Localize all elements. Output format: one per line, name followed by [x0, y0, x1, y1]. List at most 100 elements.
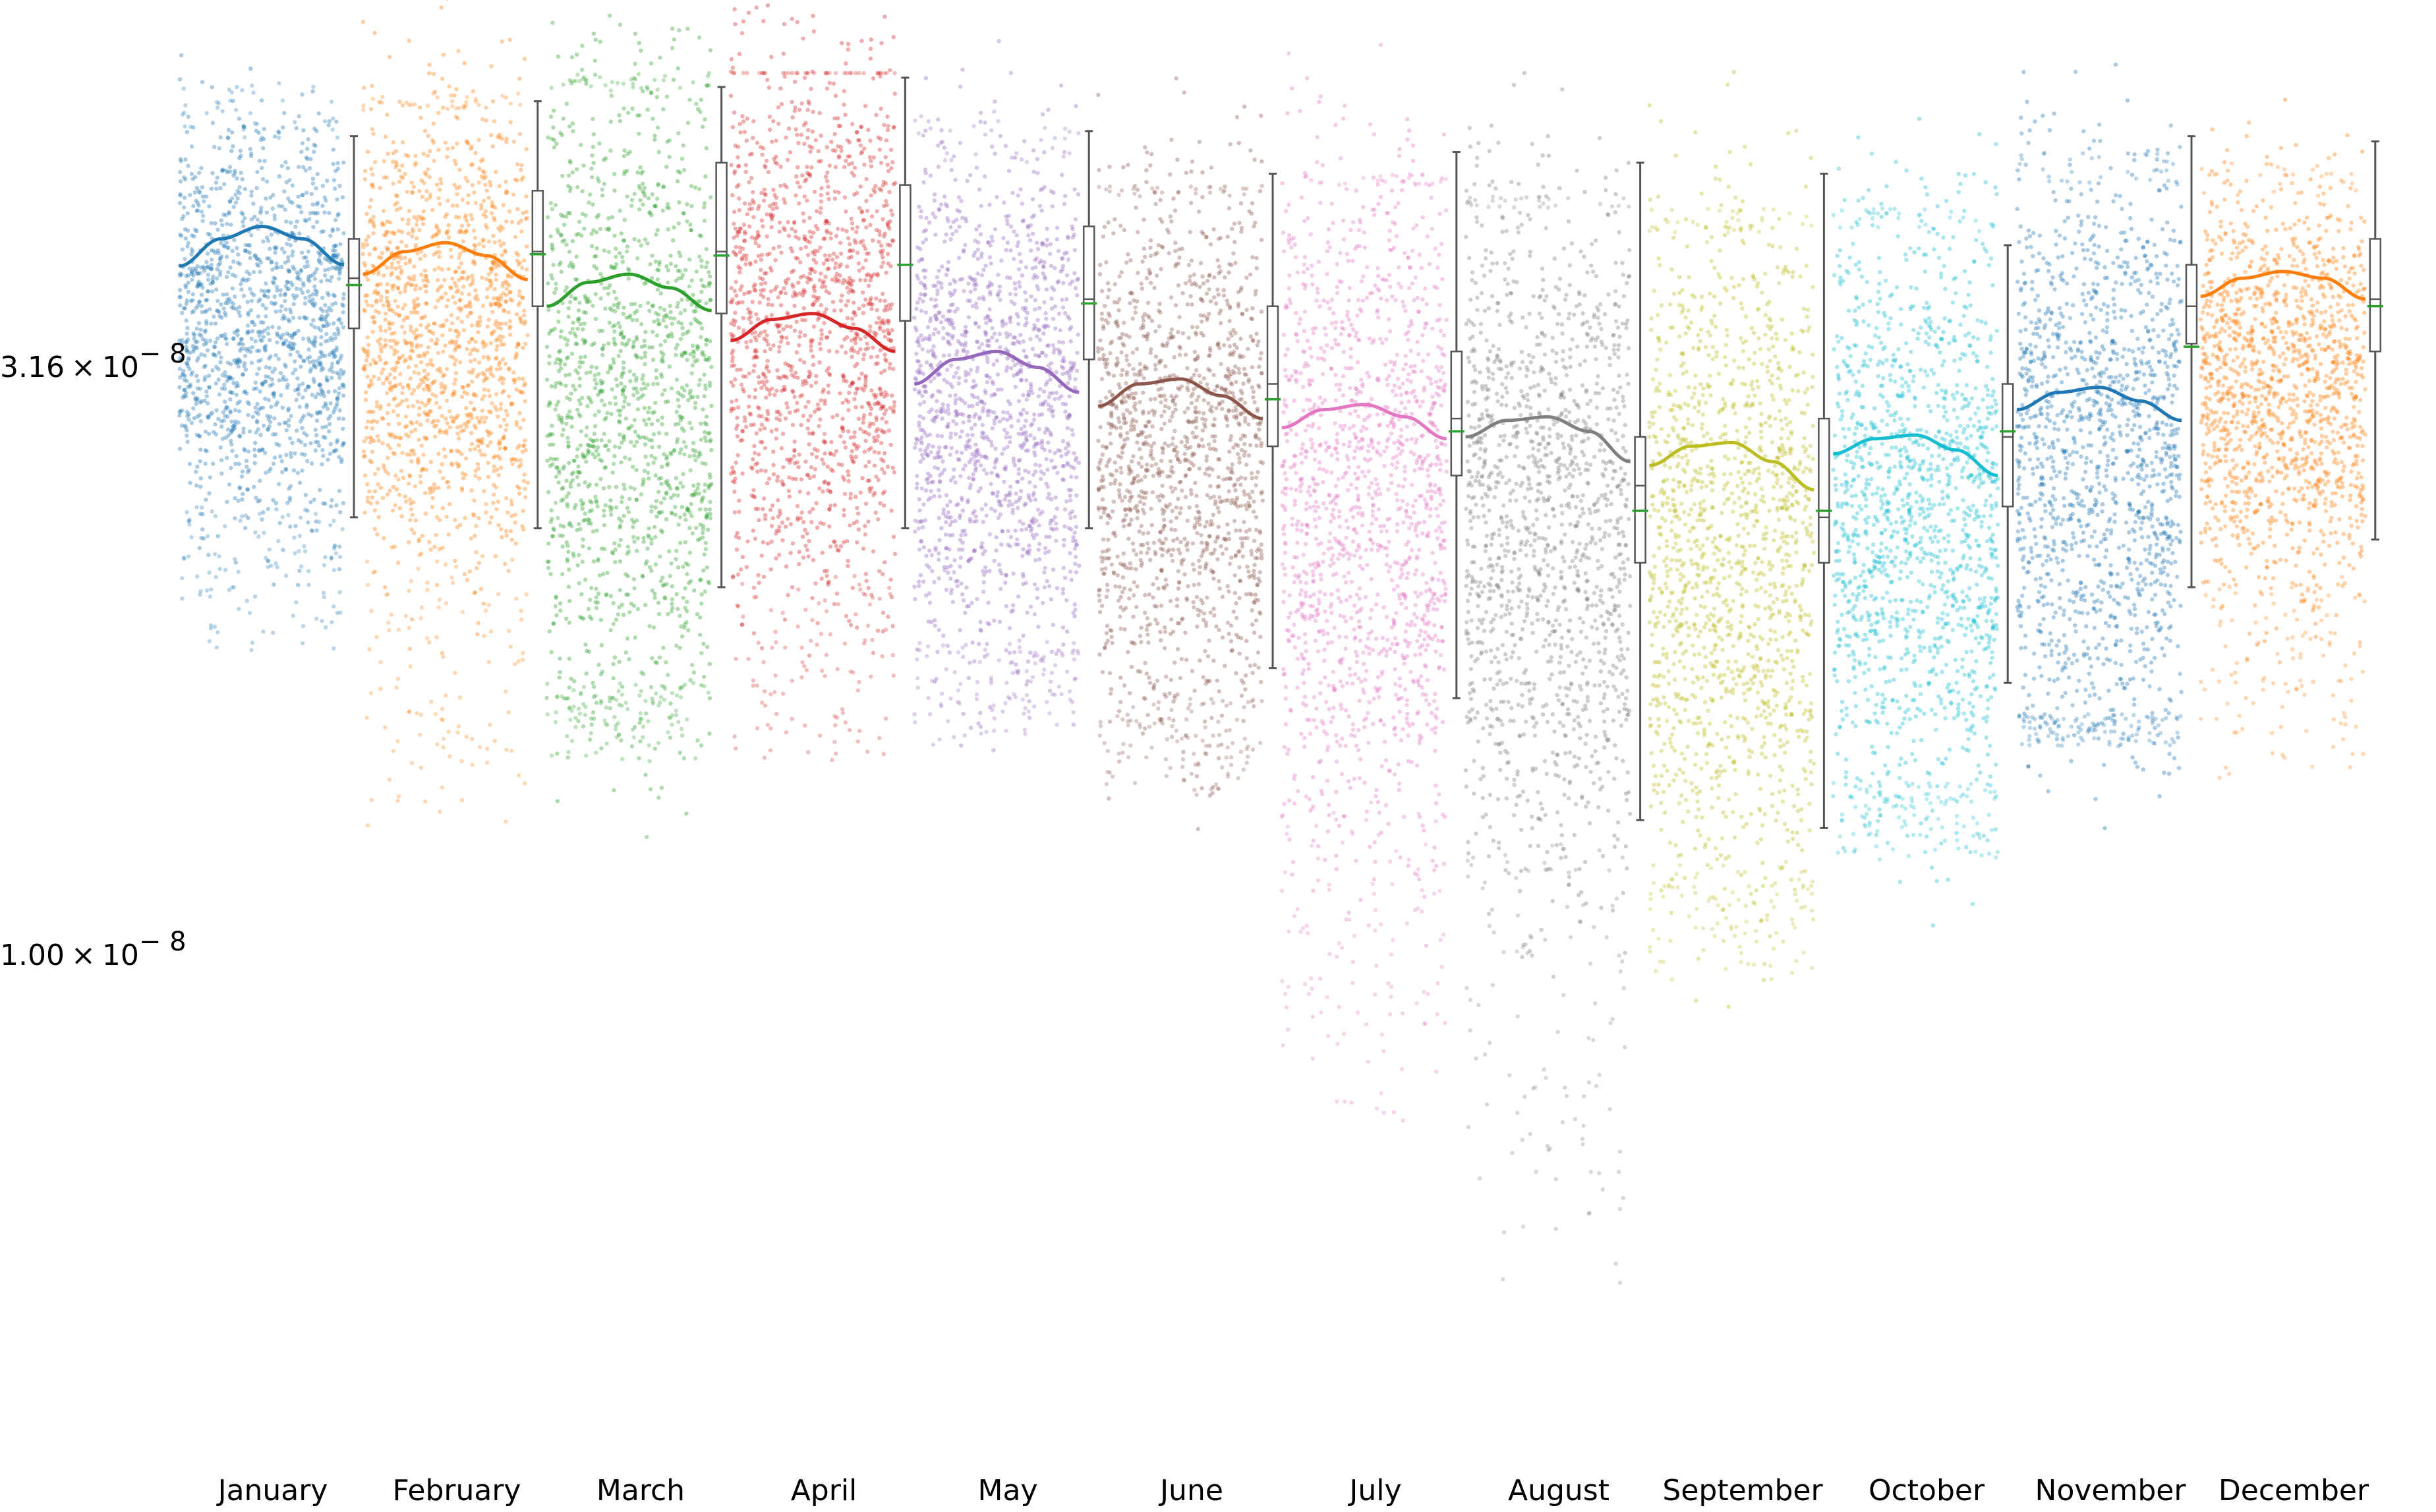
point-april	[796, 280, 801, 285]
point-january	[249, 320, 254, 325]
point-march	[689, 426, 694, 430]
point-march	[593, 73, 598, 77]
point-april	[866, 519, 871, 524]
point-february	[522, 781, 527, 786]
point-march	[558, 131, 563, 135]
point-february	[519, 608, 523, 613]
point-march	[697, 632, 703, 637]
point-february	[484, 746, 490, 751]
point-march	[593, 373, 597, 378]
point-january	[313, 427, 318, 432]
point-january	[198, 271, 202, 276]
point-january	[233, 496, 237, 500]
point-january	[207, 639, 212, 644]
point-march	[658, 305, 662, 310]
point-january	[300, 141, 305, 146]
point-march	[645, 382, 650, 387]
point-march	[702, 552, 707, 557]
point-january	[262, 531, 266, 535]
point-february	[519, 617, 524, 622]
point-february	[470, 763, 475, 767]
point-march	[654, 333, 660, 338]
point-march	[681, 564, 685, 569]
point-january	[246, 330, 251, 335]
point-february	[363, 397, 368, 402]
point-march	[627, 457, 632, 461]
point-march	[633, 61, 637, 67]
point-january	[235, 176, 239, 181]
point-february	[508, 319, 512, 324]
point-february	[516, 91, 521, 96]
point-january	[306, 274, 311, 279]
point-january	[319, 368, 324, 372]
point-january	[319, 335, 324, 339]
point-february	[515, 341, 521, 347]
point-january	[204, 298, 208, 303]
point-february	[383, 311, 388, 316]
point-february	[482, 452, 487, 457]
point-january	[314, 616, 319, 621]
point-march	[555, 465, 560, 470]
point-february	[383, 134, 388, 139]
point-march	[640, 482, 645, 487]
point-april	[892, 404, 897, 409]
point-april	[825, 179, 830, 183]
point-january	[239, 346, 244, 351]
point-march	[631, 735, 636, 740]
point-january	[182, 110, 187, 115]
point-january	[210, 279, 215, 285]
point-february	[397, 421, 401, 426]
point-january	[234, 306, 239, 311]
point-march	[699, 234, 703, 239]
point-march	[554, 381, 558, 386]
point-february	[406, 404, 411, 409]
point-march	[553, 203, 558, 208]
point-february	[486, 475, 491, 479]
point-january	[182, 393, 187, 398]
point-january	[185, 433, 189, 438]
point-february	[426, 133, 430, 138]
point-march	[575, 407, 580, 412]
point-march	[606, 484, 612, 490]
point-january	[288, 307, 293, 312]
point-march	[616, 353, 621, 359]
point-march	[702, 205, 707, 210]
point-january	[320, 462, 324, 467]
point-march	[549, 384, 554, 389]
point-march	[683, 351, 688, 355]
point-march	[574, 52, 579, 57]
point-february	[464, 100, 469, 105]
point-march	[566, 755, 570, 760]
point-february	[421, 152, 426, 156]
point-march	[602, 546, 607, 552]
point-january	[262, 159, 267, 163]
point-february	[455, 425, 460, 430]
point-february	[477, 103, 481, 107]
point-january	[241, 219, 245, 224]
point-march	[570, 326, 575, 332]
point-march	[611, 601, 616, 606]
point-march	[560, 420, 565, 425]
point-february	[412, 264, 417, 269]
point-february	[369, 420, 374, 424]
point-april	[889, 508, 894, 513]
point-april	[858, 240, 863, 245]
point-march	[641, 535, 646, 540]
point-march	[679, 726, 684, 732]
point-march	[647, 476, 651, 481]
point-february	[430, 208, 435, 212]
point-january	[199, 165, 204, 171]
point-january	[311, 376, 316, 382]
point-january	[314, 528, 319, 533]
point-april	[873, 510, 879, 515]
point-january	[258, 208, 263, 214]
point-april	[732, 322, 737, 328]
point-march	[575, 447, 580, 451]
point-february	[443, 343, 448, 348]
point-february	[461, 428, 467, 433]
point-march	[685, 599, 689, 604]
point-february	[486, 239, 492, 244]
point-february	[384, 245, 389, 250]
point-february	[369, 608, 374, 613]
point-march	[646, 462, 651, 467]
